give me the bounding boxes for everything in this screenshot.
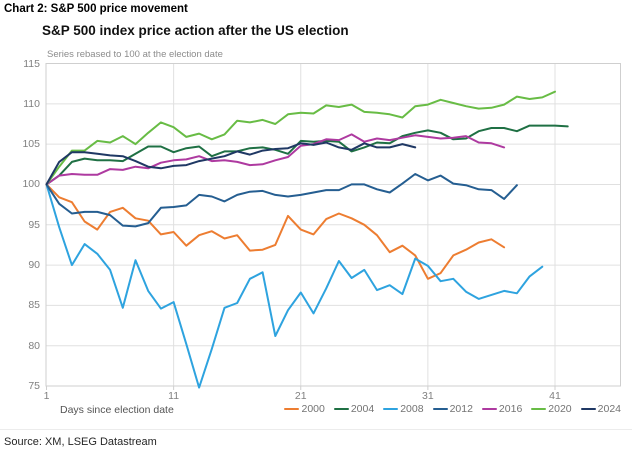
y-tick-110: 110: [23, 97, 40, 110]
series-line-2020: [45, 90, 556, 186]
x-tick-11: 11: [168, 390, 180, 402]
y-tick-75: 75: [28, 380, 40, 392]
chart-subtitle: Series rebased to 100 at the election da…: [47, 49, 223, 60]
x-tick-21: 21: [294, 390, 307, 402]
legend-item-2008[interactable]: 2008: [383, 403, 424, 415]
legend-swatch-2016: [481, 407, 497, 411]
legend-label-2024: 2024: [597, 403, 621, 415]
source-attribution: Source: XM, LSEG Datastream: [4, 436, 157, 448]
chart-title: S&P 500 index price action after the US …: [42, 23, 349, 38]
x-tick-1: 1: [43, 390, 50, 402]
legend-swatch-2024: [580, 407, 596, 411]
x-tick-41: 41: [549, 390, 561, 402]
y-tick-100: 100: [22, 178, 40, 191]
legend-item-2000[interactable]: 2000: [284, 403, 325, 415]
x-axis-label: Days since election date: [60, 404, 174, 416]
y-tick-105: 105: [22, 138, 40, 151]
y-tick-80: 80: [28, 339, 40, 352]
legend-item-2020[interactable]: 2020: [531, 403, 572, 415]
legend-label-2016: 2016: [498, 403, 523, 415]
legend-swatch-2008: [383, 407, 399, 411]
legend-item-2024[interactable]: 2024: [580, 403, 621, 415]
legend-label-2008: 2008: [400, 403, 424, 415]
series-line-2004: [45, 124, 569, 186]
legend-label-2000: 2000: [301, 403, 325, 415]
legend-swatch-2004: [333, 407, 349, 411]
chart-legend: 2000 2004 2008 2012 2016 2020 2024: [284, 403, 621, 415]
y-tick-95: 95: [28, 218, 40, 231]
legend-item-2016[interactable]: 2016: [481, 403, 523, 415]
series-line-2000: [45, 183, 506, 280]
plot-area: [45, 63, 621, 390]
series-line-2016: [45, 133, 506, 186]
series-line-2008: [45, 183, 544, 389]
document-header: Chart 2: S&P 500 price movement: [4, 3, 188, 15]
legend-label-2012: 2012: [449, 403, 473, 415]
y-tick-90: 90: [28, 259, 40, 272]
plot-border: [45, 63, 621, 387]
legend-swatch-2012: [432, 407, 448, 411]
y-tick-85: 85: [28, 299, 40, 312]
legend-label-2020: 2020: [548, 403, 572, 415]
series-line-2024: [45, 141, 417, 186]
legend-item-2012[interactable]: 2012: [432, 403, 473, 415]
legend-swatch-2000: [284, 407, 300, 411]
legend-swatch-2020: [531, 407, 547, 411]
legend-item-2004[interactable]: 2004: [333, 403, 375, 415]
legend-label-2004: 2004: [350, 403, 375, 415]
divider-line: [0, 429, 632, 430]
y-tick-115: 115: [23, 57, 40, 70]
series-line-2012: [45, 173, 518, 228]
x-tick-31: 31: [422, 390, 434, 402]
